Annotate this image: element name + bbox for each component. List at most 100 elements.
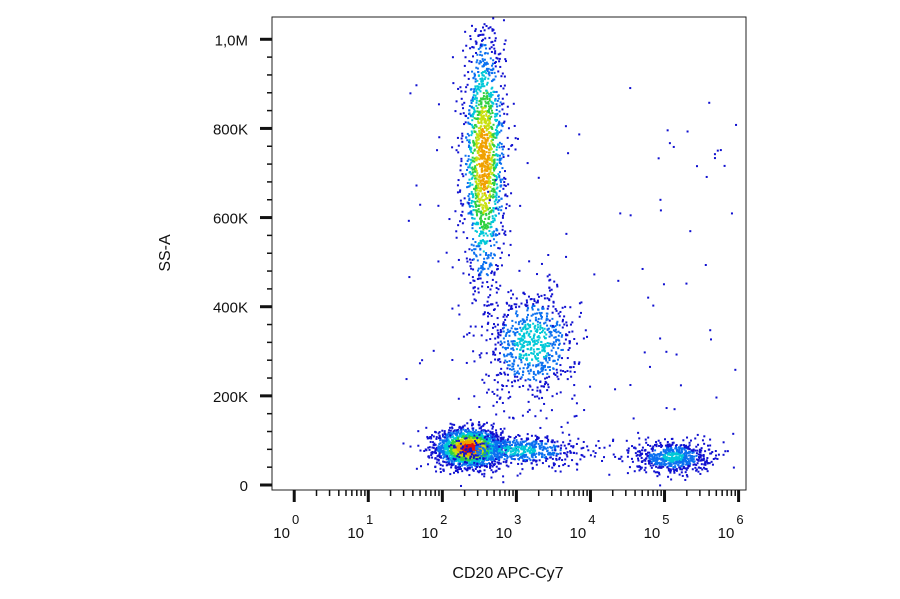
event-point [495, 193, 498, 196]
event-point [520, 361, 523, 364]
event-point [440, 449, 443, 452]
event-point [536, 389, 539, 392]
event-point [536, 435, 539, 438]
event-point [502, 460, 505, 463]
event-point [513, 342, 516, 345]
event-point [545, 354, 548, 357]
event-point [476, 117, 479, 120]
event-point [451, 266, 454, 269]
event-point [550, 295, 553, 298]
event-point [507, 391, 510, 394]
event-point [472, 46, 475, 49]
event-point [486, 115, 489, 118]
event-point [509, 329, 512, 332]
event-point [483, 192, 486, 195]
event-point [456, 448, 459, 451]
event-point [485, 102, 488, 105]
event-point [571, 330, 574, 333]
event-point [485, 68, 488, 71]
event-point [487, 117, 490, 120]
event-point [483, 224, 486, 227]
event-point [452, 82, 455, 85]
event-point [428, 446, 431, 449]
event-point [545, 381, 548, 384]
event-point [446, 439, 449, 442]
event-point [484, 217, 487, 220]
event-point [474, 189, 477, 192]
event-point [483, 61, 486, 64]
event-point [500, 162, 503, 165]
event-point [536, 353, 539, 356]
event-point [492, 138, 495, 141]
event-point [442, 435, 445, 438]
event-point [489, 436, 492, 439]
event-point [460, 137, 463, 140]
event-point [464, 443, 467, 446]
event-point [503, 458, 506, 461]
event-point [474, 467, 477, 470]
event-point [469, 38, 472, 41]
event-point [495, 374, 498, 377]
event-point [478, 427, 481, 430]
event-point [472, 194, 475, 197]
event-point [480, 239, 483, 242]
event-point [475, 104, 478, 107]
event-point [582, 440, 585, 443]
event-point [548, 366, 551, 369]
event-point [496, 388, 499, 391]
event-point [465, 459, 468, 462]
event-point [449, 429, 452, 432]
event-point [485, 261, 488, 264]
event-point [504, 324, 507, 327]
event-point [496, 317, 499, 320]
event-point [482, 154, 485, 157]
event-point [468, 105, 471, 108]
event-point [475, 156, 478, 159]
event-point [540, 442, 543, 445]
event-point [579, 458, 582, 461]
event-point [543, 322, 546, 325]
event-point [531, 451, 534, 454]
event-point [491, 231, 494, 234]
event-point [482, 26, 485, 29]
event-point [509, 307, 512, 310]
event-point [461, 457, 464, 460]
event-point [493, 219, 496, 222]
event-point [490, 424, 493, 427]
event-point [510, 289, 513, 292]
event-point [464, 450, 467, 453]
event-point [427, 463, 430, 466]
event-point [513, 124, 516, 127]
event-point [474, 459, 477, 462]
event-point [466, 201, 469, 204]
event-point [482, 60, 485, 63]
event-point [461, 210, 464, 213]
event-point [527, 295, 530, 298]
event-point [536, 330, 539, 333]
event-point [556, 371, 559, 374]
event-point [490, 445, 493, 448]
event-point [430, 437, 433, 440]
event-point [469, 261, 472, 264]
event-point [487, 178, 490, 181]
event-point [598, 447, 601, 450]
event-point [450, 443, 453, 446]
event-point [536, 293, 539, 296]
event-point [507, 441, 510, 444]
event-point [567, 348, 570, 351]
event-point [464, 442, 467, 445]
event-point [480, 119, 483, 122]
event-point [493, 166, 496, 169]
event-point [471, 422, 474, 425]
event-point [479, 145, 482, 148]
event-point [470, 173, 473, 176]
event-point [566, 451, 569, 454]
event-point [509, 453, 512, 456]
event-point [482, 180, 485, 183]
event-point [573, 362, 576, 365]
event-point [501, 384, 504, 387]
event-point [481, 434, 484, 437]
event-point [487, 444, 490, 447]
event-point [491, 111, 494, 114]
event-point [430, 454, 433, 457]
